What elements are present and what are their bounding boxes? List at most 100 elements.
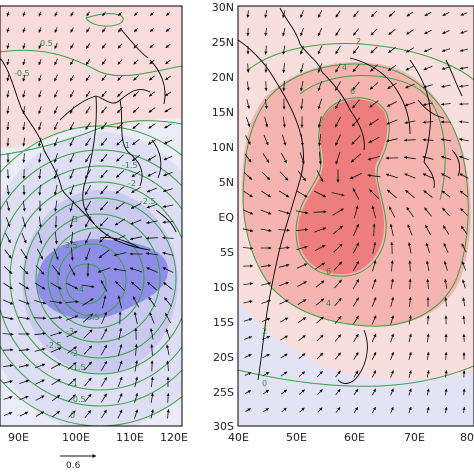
wind-vector-arrow xyxy=(408,260,412,272)
wind-vector-arrow xyxy=(353,205,359,219)
wind-vector-arrow xyxy=(67,346,77,354)
wind-vector-arrow xyxy=(424,207,432,217)
right-x-axis: 40E 50E 60E 70E 80 xyxy=(228,431,474,444)
wind-vector-arrow xyxy=(404,173,416,179)
wind-vector-arrow xyxy=(444,351,448,360)
wind-vector-arrow xyxy=(334,297,342,307)
wind-vector-arrow xyxy=(372,241,377,254)
wind-vector-arrow xyxy=(352,81,360,91)
right-coastlines xyxy=(238,7,463,384)
wind-vector-arrow xyxy=(408,351,412,361)
wind-vector-arrow xyxy=(115,170,125,178)
wind-vector-arrow xyxy=(334,98,342,110)
wind-vector-arrow xyxy=(69,184,75,196)
wind-vector-arrow xyxy=(245,135,251,145)
left-wind-vectors xyxy=(2,11,174,419)
wind-vector-arrow xyxy=(316,334,324,342)
wind-vector-arrow xyxy=(315,262,325,270)
wind-vector-arrow xyxy=(114,218,126,226)
wind-vector-arrow xyxy=(349,172,363,180)
wind-vector-arrow xyxy=(149,328,154,340)
wind-vector-arrow xyxy=(101,43,107,49)
wind-vector-arrow xyxy=(99,233,109,243)
wind-vector-arrow xyxy=(85,137,91,147)
wind-vector-arrow xyxy=(150,344,154,356)
wind-vector-arrow xyxy=(102,295,107,309)
wind-vector-arrow xyxy=(69,90,75,98)
wind-vector-arrow xyxy=(245,117,251,128)
wind-vector-arrow xyxy=(132,107,140,113)
wind-vector-arrow xyxy=(69,74,75,82)
wind-vector-arrow xyxy=(440,102,451,106)
wind-vector-arrow xyxy=(19,411,29,417)
wind-vector-arrow xyxy=(331,192,345,197)
wind-vector-arrow xyxy=(370,46,378,54)
wind-vector-arrow xyxy=(335,134,341,146)
wind-vector-arrow xyxy=(68,410,76,418)
wind-vector-arrow xyxy=(444,406,448,413)
wind-vector-arrow xyxy=(3,411,13,416)
wind-vector-arrow xyxy=(335,45,341,55)
wind-vector-arrow xyxy=(70,58,74,66)
wind-vector-arrow xyxy=(85,90,91,98)
wind-vector-arrow xyxy=(18,299,30,305)
wind-vector-arrow xyxy=(34,332,47,336)
wind-vector-arrow xyxy=(162,188,173,193)
wind-vector-arrow xyxy=(459,84,469,88)
wind-vector-arrow xyxy=(118,344,123,356)
wind-vector-arrow xyxy=(299,45,304,55)
wind-vector-arrow xyxy=(147,155,157,161)
wind-vector-arrow xyxy=(246,81,250,91)
wind-vector-arrow xyxy=(403,138,416,142)
wind-vector-arrow xyxy=(6,137,10,147)
left-x-axis: 90E 100E 110E 120E xyxy=(8,431,188,444)
contour-label: 2 xyxy=(262,327,267,336)
wind-vector-arrow xyxy=(22,121,26,131)
wind-vector-arrow xyxy=(352,242,360,254)
wind-vector-arrow xyxy=(163,171,173,177)
wind-vector-arrow xyxy=(116,106,124,114)
contour-label: -2 xyxy=(70,349,78,358)
wind-vector-arrow xyxy=(134,11,138,17)
wind-vector-arrow xyxy=(166,392,170,403)
wind-vector-arrow xyxy=(86,11,90,17)
wind-vector-arrow xyxy=(316,352,324,360)
y-tick-label: 10N xyxy=(212,141,234,154)
wind-vector-arrow xyxy=(334,279,342,289)
wind-vector-arrow xyxy=(67,378,77,386)
wind-vector-arrow xyxy=(115,186,125,194)
wind-vector-arrow xyxy=(388,206,396,218)
wind-vector-arrow xyxy=(261,171,271,181)
wind-vector-arrow xyxy=(279,317,289,323)
wind-vector-arrow xyxy=(85,74,91,82)
wind-vector-arrow xyxy=(164,107,172,113)
wind-vector-arrow xyxy=(6,11,10,17)
wind-vector-arrow xyxy=(352,260,360,272)
wind-vector-arrow xyxy=(2,316,14,321)
wind-vector-arrow xyxy=(165,312,171,324)
wind-vector-arrow xyxy=(264,10,268,19)
wind-vector-arrow xyxy=(352,188,360,200)
wind-vector-arrow xyxy=(3,265,13,275)
wind-vector-arrow xyxy=(163,155,173,161)
wind-vector-arrow xyxy=(368,136,380,144)
wind-vector-arrow xyxy=(146,187,157,193)
wind-vector-arrow xyxy=(131,154,141,162)
wind-vector-arrow xyxy=(426,406,430,414)
wind-vector-arrow xyxy=(132,91,140,97)
wind-vector-arrow xyxy=(262,153,270,163)
wind-vector-arrow xyxy=(335,407,341,413)
wind-vector-arrow xyxy=(49,300,63,305)
wind-vector-arrow xyxy=(317,116,322,128)
wind-vector-arrow xyxy=(315,298,325,306)
wind-vector-arrow xyxy=(423,47,433,53)
wind-vector-arrow xyxy=(82,313,94,323)
wind-vector-arrow xyxy=(334,316,342,324)
wind-vector-arrow xyxy=(131,170,141,178)
wind-vector-arrow xyxy=(390,333,395,343)
wind-vector-arrow xyxy=(83,345,93,355)
wind-vector-arrow xyxy=(300,27,304,37)
wind-vector-arrow xyxy=(297,299,307,305)
wind-vector-arrow xyxy=(385,138,398,143)
wind-vector-arrow xyxy=(317,80,323,92)
